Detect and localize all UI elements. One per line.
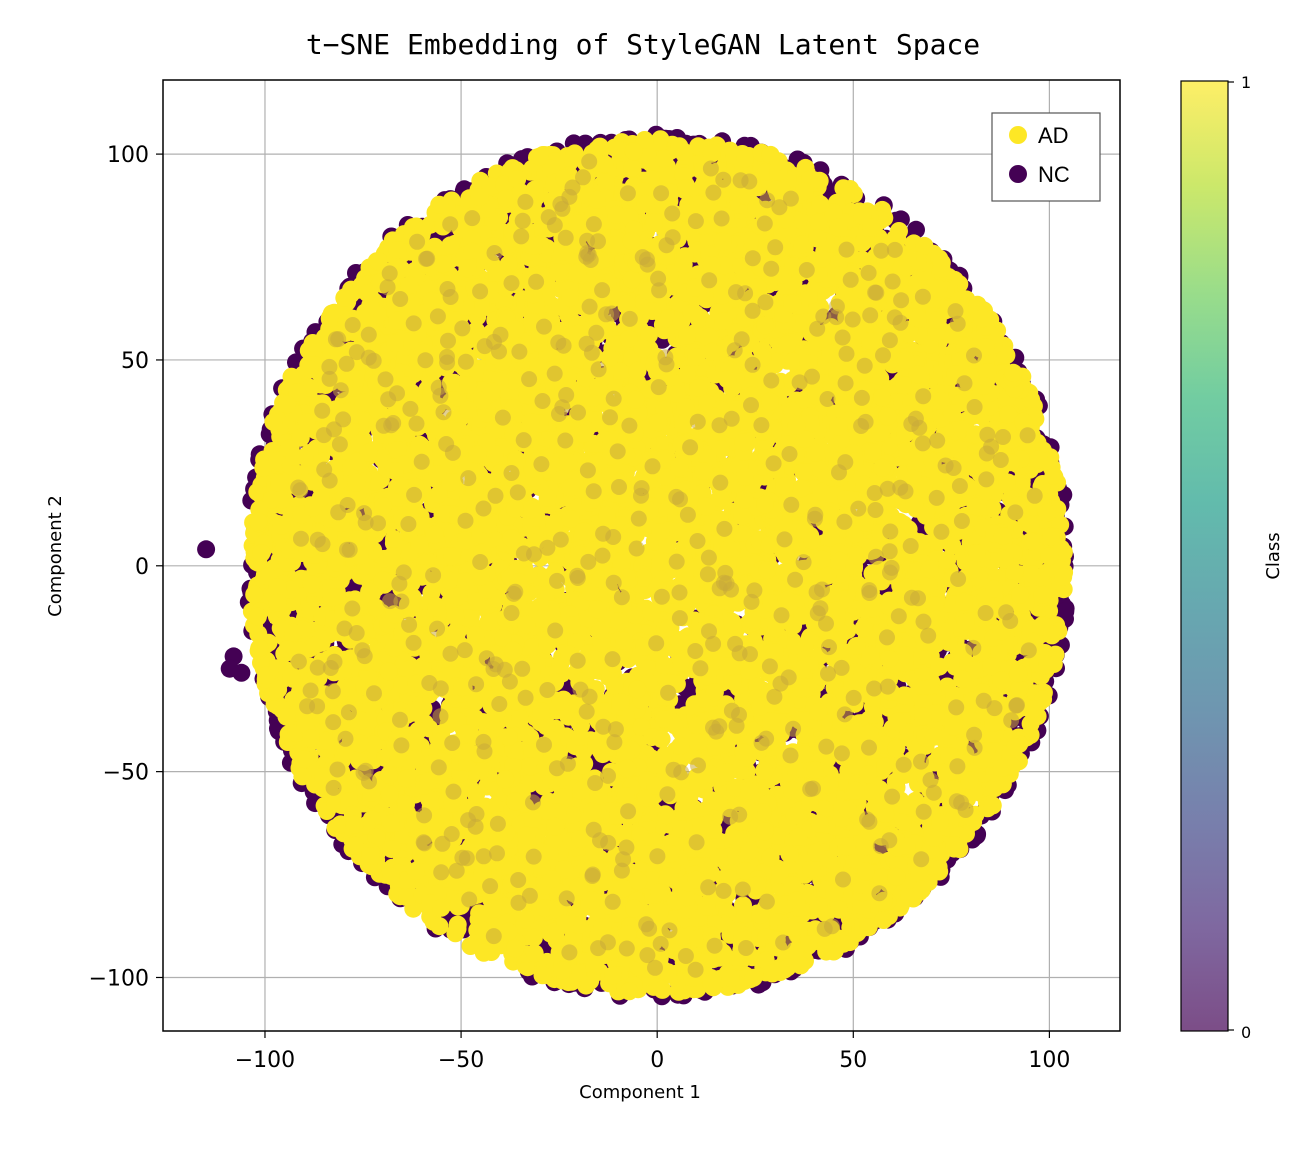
chart-title: t−SNE Embedding of StyleGAN Latent Space [306,28,980,61]
scatter-points [197,125,1075,1006]
nc-point [220,659,239,678]
nc-point [197,540,216,559]
nc-point [1056,599,1075,618]
